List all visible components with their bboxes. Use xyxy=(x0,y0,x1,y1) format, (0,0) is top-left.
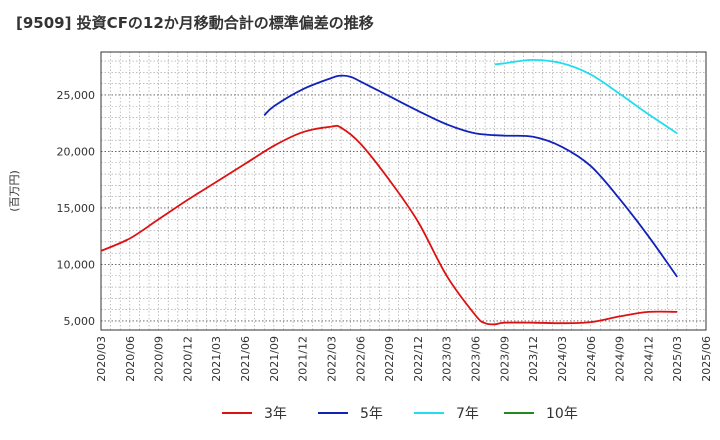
x-tick-label: 2023/12 xyxy=(527,336,540,382)
x-tick-label: 2021/12 xyxy=(297,336,310,382)
legend-label-2: 7年 xyxy=(456,406,479,422)
x-tick-label: 2022/06 xyxy=(354,336,367,382)
y-tick-label: 25,000 xyxy=(57,89,96,102)
series-line-1 xyxy=(263,74,678,278)
series-line-2 xyxy=(494,58,678,135)
x-tick-label: 2022/09 xyxy=(383,336,396,382)
x-tick-label: 2024/06 xyxy=(585,336,598,382)
x-tick-label: 2020/09 xyxy=(153,336,166,382)
legend-label-3: 10年 xyxy=(546,406,578,422)
series-line-0 xyxy=(100,124,678,326)
plot-area xyxy=(101,52,706,330)
x-tick-label: 2022/12 xyxy=(412,336,425,382)
x-tick-label: 2024/12 xyxy=(642,336,655,382)
chart-title: [9509] 投資CFの12か月移動合計の標準偏差の推移 xyxy=(16,14,374,32)
x-tick-label: 2024/03 xyxy=(556,336,569,382)
x-tick-label: 2020/03 xyxy=(95,336,108,382)
x-tick-label: 2021/09 xyxy=(268,336,281,382)
x-tick-label: 2020/12 xyxy=(181,336,194,382)
y-tick-label: 5,000 xyxy=(64,315,96,328)
plot-frame xyxy=(100,51,707,331)
legend-label-1: 5年 xyxy=(360,406,383,422)
x-tick-label: 2023/06 xyxy=(470,336,483,382)
x-tick-label: 2023/09 xyxy=(498,336,511,382)
x-tick-label: 2023/03 xyxy=(441,336,454,382)
x-tick-label: 2025/03 xyxy=(671,336,684,382)
x-tick-label: 2025/06 xyxy=(700,336,713,382)
y-tick-label: 15,000 xyxy=(57,202,96,215)
x-tick-label: 2021/03 xyxy=(210,336,223,382)
y-tick-label: 10,000 xyxy=(57,258,96,271)
y-axis-label: (百万円) xyxy=(8,170,21,212)
x-tick-label: 2024/09 xyxy=(614,336,627,382)
x-tick-label: 2020/06 xyxy=(124,336,137,382)
y-tick-label: 20,000 xyxy=(57,145,96,158)
x-tick-label: 2022/03 xyxy=(325,336,338,382)
x-tick-label: 2021/06 xyxy=(239,336,252,382)
legend-label-0: 3年 xyxy=(264,406,287,422)
